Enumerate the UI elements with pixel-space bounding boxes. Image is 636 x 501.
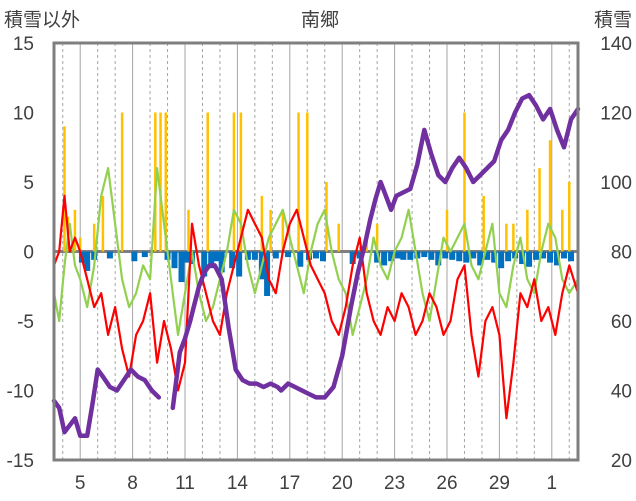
snow-change-bar: [395, 251, 402, 259]
x-tick-label: 20: [332, 473, 353, 494]
chart-title: 南郷: [301, 9, 339, 31]
left-tick-label: -15: [7, 451, 34, 472]
snow-change-bar: [568, 251, 575, 262]
left-axis-title: 積雪以外: [4, 9, 80, 31]
snow-change-bar: [428, 251, 435, 260]
snow-change-bar: [505, 251, 512, 262]
snow-change-bar: [285, 251, 292, 258]
snow-change-bar: [213, 251, 220, 262]
snow-change-bar: [183, 251, 190, 263]
snow-change-bar: [463, 251, 470, 263]
x-tick-label: 14: [227, 473, 249, 494]
snow-change-bar: [547, 251, 554, 263]
right-tick-label: 120: [600, 104, 632, 125]
snow-change-bar: [349, 251, 356, 265]
left-tick-label: 10: [13, 104, 34, 125]
snow-change-bar: [356, 251, 363, 259]
snow-change-bar: [272, 251, 279, 259]
series-lines: [51, 92, 581, 438]
right-tick-label: 80: [611, 243, 632, 264]
left-tick-label: -10: [7, 382, 34, 403]
right-tick-label: 40: [611, 382, 632, 403]
snow-change-bar: [374, 251, 381, 263]
x-tick-label: 29: [489, 473, 510, 494]
right-axis-title: 積雪: [594, 9, 632, 31]
left-tick-label: 15: [13, 34, 34, 55]
snow-change-bar: [381, 251, 388, 266]
x-tick-label: 26: [436, 473, 457, 494]
x-tick-label: 8: [127, 473, 138, 494]
snow-change-bar: [141, 251, 148, 258]
x-tick-label: 23: [384, 473, 405, 494]
snow-change-bar: [519, 251, 526, 265]
snow-change-bar: [526, 251, 533, 267]
snow-change-bar: [178, 251, 185, 283]
snow-change-bar: [131, 251, 138, 262]
snow-change-bar: [201, 251, 208, 277]
snow-change-bar: [491, 251, 498, 263]
snow-change-bar: [84, 251, 91, 271]
snow-depth-line: [51, 92, 581, 438]
plot-frame: [52, 41, 580, 462]
snow-change-bar: [554, 251, 561, 266]
snow-change-bar: [470, 251, 477, 259]
snow-change-bar: [456, 251, 463, 262]
snow-change-bar: [313, 251, 319, 259]
snow-change-bar: [229, 251, 236, 269]
snow-change-bar: [442, 251, 449, 259]
snow-change-bar: [477, 251, 484, 266]
snow-change-bar: [561, 251, 568, 259]
snow-change-bar: [449, 251, 456, 260]
snow-change-bar: [171, 251, 178, 269]
snow-change-bar: [251, 251, 258, 260]
snow-change-bar: [484, 251, 491, 260]
snow-change-bar: [400, 251, 407, 260]
snow-change-bar: [244, 251, 251, 260]
right-tick-label: 100: [600, 173, 632, 194]
left-tick-label: -5: [17, 312, 34, 333]
max-temp-line: [52, 167, 580, 336]
snow-change-bar: [414, 251, 421, 259]
x-tick-label: 11: [175, 473, 195, 494]
snow-change-bar: [533, 251, 540, 260]
snow-change-bar: [498, 251, 505, 269]
snow-change-bar: [236, 251, 243, 277]
right-axis-ticks: 140 120 100 80 60 40 20: [600, 34, 632, 472]
snow-change-bar: [435, 251, 442, 266]
right-tick-label: 140: [600, 34, 632, 55]
snow-change-bar: [388, 251, 395, 262]
snow-change-bar: [421, 251, 428, 258]
x-axis-ticks: 5 8 11 14 17 20 23 26 29 1: [75, 473, 557, 494]
x-tick-label: 17: [279, 473, 300, 494]
snow-change-bar: [540, 251, 547, 259]
snow-change-bar: [208, 251, 215, 269]
right-tick-label: 20: [611, 451, 632, 472]
snow-change-bar: [218, 251, 225, 273]
snow-change-bar: [407, 251, 414, 260]
left-tick-label: 5: [23, 173, 34, 194]
left-axis-ticks: 15 10 5 0 -5 -10 -15: [7, 34, 34, 472]
snow-change-bar: [106, 251, 113, 259]
snow-change-bar: [297, 251, 304, 267]
x-tick-label: 5: [75, 473, 86, 494]
min-temp-line: [52, 194, 580, 420]
snow-change-bar: [319, 251, 326, 262]
left-tick-label: 0: [23, 243, 34, 264]
right-tick-label: 60: [611, 312, 632, 333]
x-tick-label: 1: [547, 473, 558, 494]
